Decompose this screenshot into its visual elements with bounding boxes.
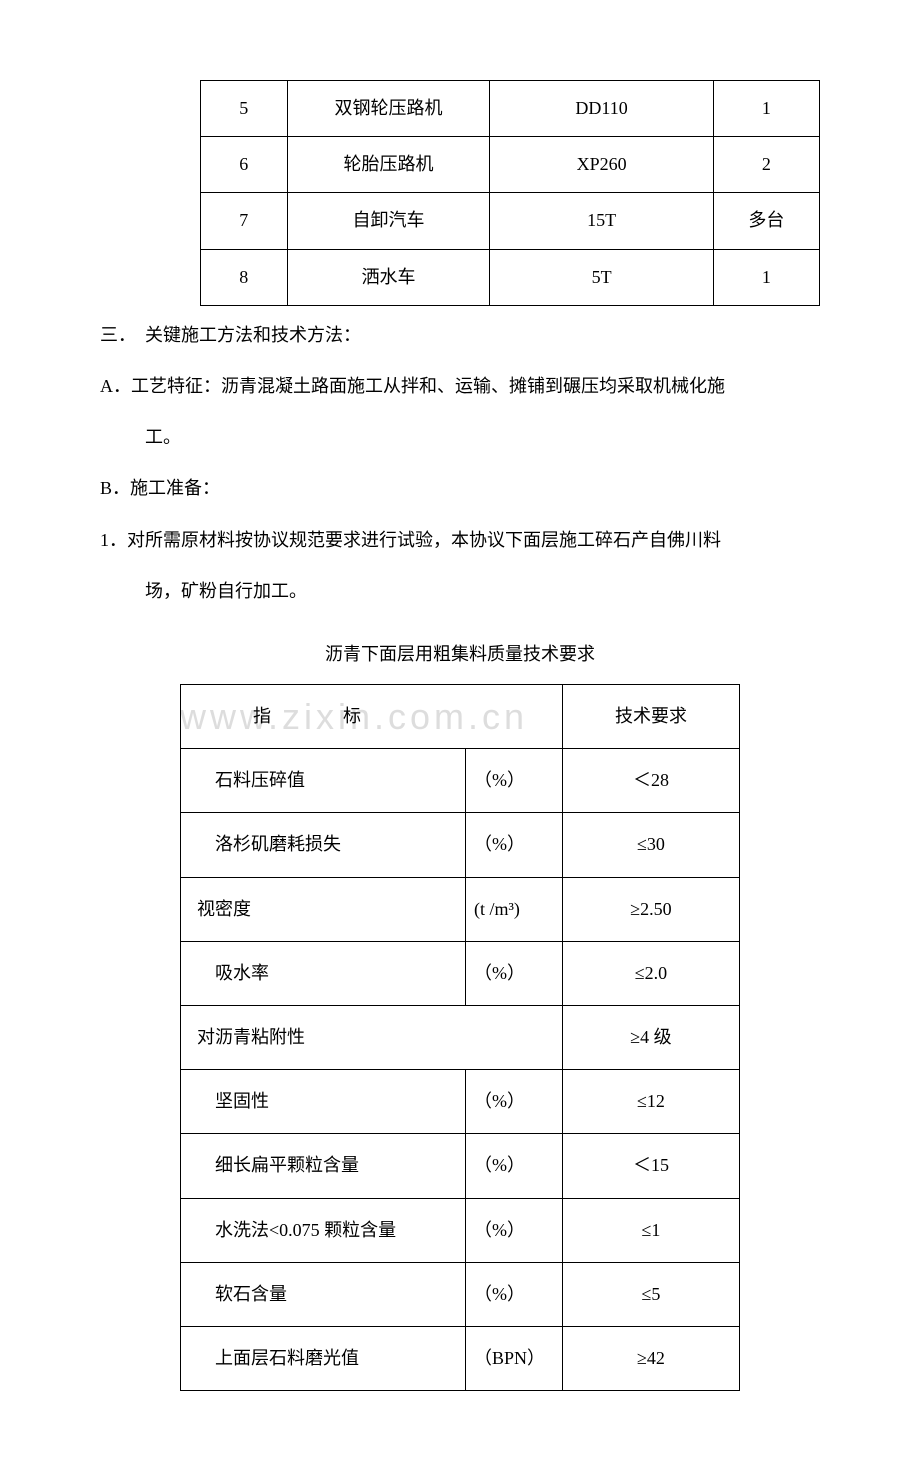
paragraph-a-line2: 工。 (100, 416, 820, 459)
table-row: 软石含量 （%） ≤5 (181, 1262, 740, 1326)
table-row: 6 轮胎压路机 XP260 2 (201, 137, 820, 193)
spec-unit: （BPN） (466, 1326, 563, 1390)
spec-unit: （%） (466, 749, 563, 813)
spec-req: ≤2.0 (563, 941, 740, 1005)
table-row: 洛杉矶磨耗损失 （%） ≤30 (181, 813, 740, 877)
cell-model: 15T (490, 193, 713, 249)
spec-unit: （%） (466, 1070, 563, 1134)
spec-label: 视密度 (181, 877, 466, 941)
spec-label: 坚固性 (181, 1070, 466, 1134)
table-row: 水洗法<0.075 颗粒含量 （%） ≤1 (181, 1198, 740, 1262)
paragraph-a-line1: A．工艺特征：沥青混凝土路面施工从拌和、运输、摊铺到碾压均采取机械化施 (100, 365, 820, 408)
spec-label: 水洗法<0.075 颗粒含量 (181, 1198, 466, 1262)
spec-unit: （%） (466, 813, 563, 877)
aggregate-spec-table: 指标 技术要求 石料压碎值 （%） ＜28 洛杉矶磨耗损失 （%） ≤30 视密… (180, 684, 740, 1391)
spec-label: 对沥青粘附性 (181, 1006, 563, 1070)
spec-unit: （%） (466, 1198, 563, 1262)
cell-name: 洒水车 (287, 249, 490, 305)
table-row: 上面层石料磨光值 （BPN） ≥42 (181, 1326, 740, 1390)
spec-req: ≤12 (563, 1070, 740, 1134)
spec-req: ≤30 (563, 813, 740, 877)
cell-num: 5 (201, 81, 288, 137)
table-row: 吸水率 （%） ≤2.0 (181, 941, 740, 1005)
spec-label: 吸水率 (181, 941, 466, 1005)
spec-label: 石料压碎值 (181, 749, 466, 813)
spec-req: ≤5 (563, 1262, 740, 1326)
equipment-table-body: 5 双钢轮压路机 DD110 1 6 轮胎压路机 XP260 2 7 自卸汽车 … (201, 81, 820, 306)
spec-req: ≤1 (563, 1198, 740, 1262)
table2-wrapper: www.zixin.com.cn 指标 技术要求 石料压碎值 （%） ＜28 洛… (100, 684, 820, 1391)
cell-num: 6 (201, 137, 288, 193)
equipment-table: 5 双钢轮压路机 DD110 1 6 轮胎压路机 XP260 2 7 自卸汽车 … (200, 80, 820, 306)
table-row: 坚固性 （%） ≤12 (181, 1070, 740, 1134)
table-row: 7 自卸汽车 15T 多台 (201, 193, 820, 249)
spec-label: 软石含量 (181, 1262, 466, 1326)
cell-name: 轮胎压路机 (287, 137, 490, 193)
spec-unit: (t /m³) (466, 877, 563, 941)
cell-model: XP260 (490, 137, 713, 193)
spec-req: ＜28 (563, 749, 740, 813)
spec-req: ＜15 (563, 1134, 740, 1198)
header-indicator: 指标 (181, 685, 563, 749)
cell-qty: 2 (713, 137, 819, 193)
cell-model: 5T (490, 249, 713, 305)
spec-label: 上面层石料磨光值 (181, 1326, 466, 1390)
table-row: 对沥青粘附性 ≥4 级 (181, 1006, 740, 1070)
section-b-heading: B．施工准备： (100, 467, 820, 510)
table-row: 5 双钢轮压路机 DD110 1 (201, 81, 820, 137)
table-row: 细长扁平颗粒含量 （%） ＜15 (181, 1134, 740, 1198)
spec-unit: （%） (466, 941, 563, 1005)
spec-req: ≥42 (563, 1326, 740, 1390)
spec-req: ≥2.50 (563, 877, 740, 941)
cell-name: 双钢轮压路机 (287, 81, 490, 137)
cell-qty: 1 (713, 249, 819, 305)
cell-name: 自卸汽车 (287, 193, 490, 249)
spec-label: 细长扁平颗粒含量 (181, 1134, 466, 1198)
table2-title: 沥青下面层用粗集料质量技术要求 (100, 633, 820, 676)
table-row: 8 洒水车 5T 1 (201, 249, 820, 305)
spec-label: 洛杉矶磨耗损失 (181, 813, 466, 877)
cell-qty: 多台 (713, 193, 819, 249)
table-row: 视密度 (t /m³) ≥2.50 (181, 877, 740, 941)
section-3-heading: 三． 关键施工方法和技术方法： (100, 314, 820, 357)
header-requirement: 技术要求 (563, 685, 740, 749)
page-container: 5 双钢轮压路机 DD110 1 6 轮胎压路机 XP260 2 7 自卸汽车 … (100, 80, 820, 1391)
cell-num: 7 (201, 193, 288, 249)
spec-unit: （%） (466, 1134, 563, 1198)
spec-unit: （%） (466, 1262, 563, 1326)
cell-num: 8 (201, 249, 288, 305)
table-row: 石料压碎值 （%） ＜28 (181, 749, 740, 813)
paragraph-b1-line2: 场，矿粉自行加工。 (100, 570, 820, 613)
spec-req: ≥4 级 (563, 1006, 740, 1070)
table-header-row: 指标 技术要求 (181, 685, 740, 749)
aggregate-table-body: 石料压碎值 （%） ＜28 洛杉矶磨耗损失 （%） ≤30 视密度 (t /m³… (181, 749, 740, 1391)
cell-model: DD110 (490, 81, 713, 137)
cell-qty: 1 (713, 81, 819, 137)
paragraph-b1-line1: 1．对所需原材料按协议规范要求进行试验，本协议下面层施工碎石产自佛川料 (100, 519, 820, 562)
